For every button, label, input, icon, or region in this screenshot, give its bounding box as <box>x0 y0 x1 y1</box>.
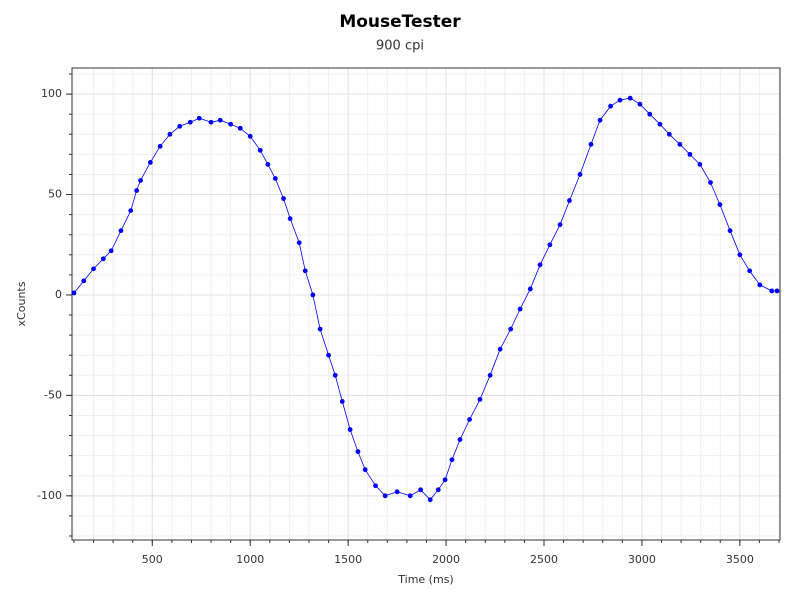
data-point <box>339 399 345 404</box>
data-point <box>757 282 763 288</box>
y-tick-label: 0 <box>55 288 62 301</box>
data-point <box>577 172 583 177</box>
data-point <box>427 497 433 503</box>
data-point <box>128 208 134 214</box>
data-point <box>467 417 472 422</box>
data-point <box>71 290 77 296</box>
data-point <box>717 202 723 207</box>
data-point <box>347 427 353 432</box>
data-point <box>272 176 278 181</box>
data-point <box>247 133 253 139</box>
data-point <box>666 131 672 137</box>
data-point <box>608 103 613 109</box>
x-axis-label: Time (ms) <box>397 573 453 586</box>
data-point <box>657 121 663 127</box>
data-point <box>517 306 523 312</box>
data-point <box>217 117 223 123</box>
data-point <box>302 268 308 274</box>
data-point <box>157 143 163 149</box>
data-point <box>147 160 153 165</box>
data-point <box>134 188 140 193</box>
data-point <box>326 352 331 358</box>
x-tick-label: 3500 <box>726 553 754 566</box>
chart-title: MouseTester <box>339 12 461 32</box>
data-point <box>477 397 483 402</box>
data-point <box>138 178 143 183</box>
series-line <box>73 97 778 501</box>
y-tick-label: -100 <box>37 489 62 502</box>
x-tick-label: 2500 <box>530 553 558 566</box>
x-tick-label: 1000 <box>236 553 264 566</box>
data-point <box>177 123 183 129</box>
data-point <box>281 196 286 201</box>
data-point <box>100 256 106 262</box>
data-point <box>91 266 96 272</box>
data-point <box>81 278 87 284</box>
data-point <box>228 121 234 127</box>
data-point <box>769 288 775 294</box>
data-point <box>310 292 316 298</box>
data-point <box>208 119 214 125</box>
data-point <box>527 286 533 292</box>
data-point <box>627 95 633 101</box>
data-point <box>487 372 493 378</box>
y-tick-label: 100 <box>41 87 62 100</box>
x-tick-label: 500 <box>142 553 163 566</box>
data-point <box>108 248 114 254</box>
data-point <box>187 119 193 125</box>
data-point <box>617 97 623 103</box>
data-point <box>747 268 753 274</box>
x-tick-label: 1500 <box>334 553 362 566</box>
data-point <box>637 101 643 107</box>
x-tick-label: 3000 <box>628 553 656 566</box>
data-point <box>547 242 553 248</box>
data-point <box>677 141 683 147</box>
data-point <box>708 180 713 185</box>
data-point <box>118 228 124 234</box>
data-point <box>774 288 780 294</box>
data-point <box>287 216 293 222</box>
data-point <box>237 125 243 131</box>
data-point <box>362 467 368 473</box>
y-tick-label: 50 <box>48 188 62 201</box>
data-point <box>167 131 173 137</box>
data-point <box>265 162 271 167</box>
data-point <box>435 487 441 493</box>
data-point <box>497 346 503 352</box>
data-point <box>597 117 603 123</box>
data-point <box>442 477 448 483</box>
data-point <box>457 437 463 442</box>
data-point <box>407 493 413 499</box>
data-point <box>588 141 594 147</box>
y-axis-label: xCounts <box>15 281 28 326</box>
plot-frame <box>71 67 781 541</box>
data-point <box>647 111 653 117</box>
data-point <box>418 487 424 493</box>
data-point <box>697 162 703 167</box>
data-point <box>373 483 378 489</box>
data-point <box>737 252 743 258</box>
data-point <box>567 198 572 203</box>
x-tick-label: 2000 <box>432 553 460 566</box>
data-point <box>317 326 323 332</box>
data-point <box>332 372 338 378</box>
data-point <box>557 222 563 228</box>
data-point <box>257 147 263 153</box>
data-point <box>727 228 733 234</box>
data-point <box>196 115 202 121</box>
data-point <box>355 449 361 455</box>
data-point <box>394 489 400 495</box>
y-tick-label: -50 <box>44 388 62 401</box>
data-point <box>508 326 514 332</box>
data-point <box>687 151 693 157</box>
data-point <box>537 262 543 268</box>
data-point <box>382 493 388 499</box>
data-point <box>449 457 455 463</box>
data-point <box>296 240 302 246</box>
chart-subtitle: 900 cpi <box>376 39 424 54</box>
